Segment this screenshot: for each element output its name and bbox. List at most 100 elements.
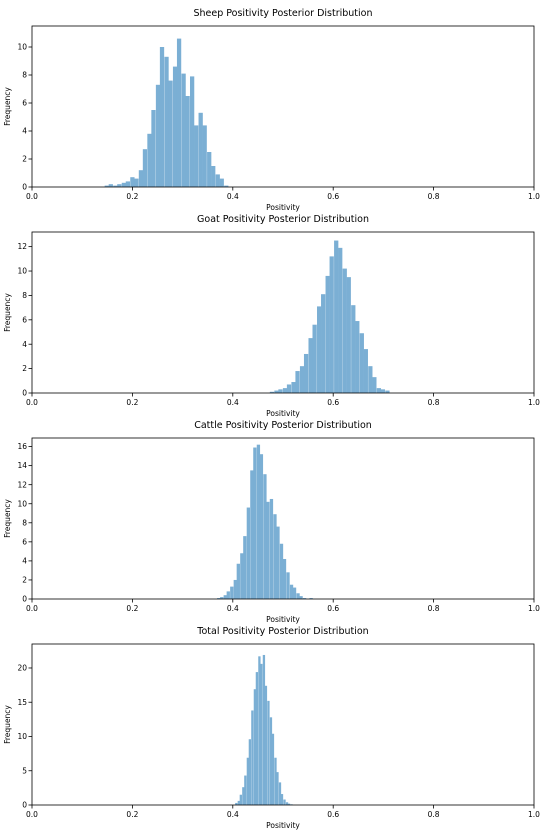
histogram-bar — [329, 256, 334, 393]
histogram-bar — [263, 474, 267, 599]
histogram-bar — [283, 799, 286, 805]
histogram-bar — [264, 685, 268, 805]
plot-frame — [31, 643, 535, 806]
x-tick-label: 0.4 — [227, 398, 239, 407]
x-tick-label: 0.6 — [327, 604, 339, 613]
y-tick-label: 15 — [17, 698, 27, 707]
y-axis-label: Frequency — [3, 293, 12, 332]
histogram-bar — [276, 526, 280, 599]
histogram-bar — [279, 543, 284, 599]
histogram-bar — [372, 377, 377, 393]
y-axis-label: Frequency — [3, 705, 12, 744]
histogram-bar — [282, 388, 288, 393]
y-axis-label: Frequency — [3, 87, 12, 126]
y-tick-label: 10 — [17, 732, 27, 741]
histogram-bar — [269, 391, 275, 393]
histogram-bar — [285, 802, 289, 805]
histogram-bar — [282, 558, 287, 599]
histogram-bar — [164, 56, 169, 187]
histogram-bar — [276, 772, 279, 805]
chart-title: Goat Positivity Posterior Distribution — [197, 214, 369, 225]
histogram-bar — [273, 514, 277, 599]
histogram-bar — [223, 595, 227, 599]
histogram-bar — [176, 38, 182, 187]
histogram-bar — [134, 178, 139, 187]
histogram-bar — [248, 739, 252, 805]
y-tick-label: 10 — [17, 267, 27, 276]
histogram-bar — [269, 498, 274, 599]
histogram-bar — [278, 782, 282, 805]
histogram-bar — [317, 306, 322, 393]
histogram-bar — [251, 710, 254, 805]
histogram-bar — [253, 689, 257, 805]
y-tick-label: 0 — [22, 595, 27, 604]
histogram-bar — [233, 579, 237, 599]
y-tick-label: 4 — [22, 127, 27, 136]
histogram-bar — [295, 371, 300, 393]
y-tick-label: 6 — [22, 99, 27, 108]
histogram-bar — [291, 382, 296, 393]
histogram-bar — [299, 366, 305, 393]
histogram-bar — [274, 757, 277, 805]
histogram-bar — [256, 444, 261, 599]
y-tick-label: 10 — [17, 499, 27, 508]
histogram-bar — [243, 536, 247, 599]
x-tick-label: 1.0 — [528, 398, 540, 407]
x-tick-label: 0.0 — [26, 192, 38, 201]
histogram-bar — [325, 275, 330, 393]
x-tick-label: 0.2 — [126, 398, 138, 407]
histogram-bar — [104, 185, 109, 187]
histogram-bar — [287, 803, 291, 805]
histogram-bar — [309, 598, 313, 599]
chart-title: Cattle Positivity Posterior Distribution — [194, 420, 372, 431]
histogram-bar — [299, 596, 303, 599]
x-tick-label: 0.6 — [327, 810, 339, 819]
histogram-bar — [246, 757, 250, 805]
x-tick-label: 0.2 — [126, 192, 138, 201]
histogram-bar — [267, 700, 270, 805]
histogram-bar — [266, 501, 270, 599]
y-tick-label: 5 — [22, 766, 27, 775]
histogram-bar — [237, 800, 240, 805]
histogram-bar — [342, 268, 347, 393]
histogram-bar — [235, 802, 238, 805]
chart-title: Total Positivity Posterior Distribution — [196, 626, 368, 637]
y-tick-label: 2 — [22, 576, 27, 585]
histogram-bar — [138, 170, 144, 187]
histogram-bar — [289, 584, 294, 599]
histogram-bar — [260, 663, 263, 805]
x-axis-label: Positivity — [266, 203, 300, 212]
histogram-bar — [207, 152, 212, 187]
histogram-bar — [355, 321, 360, 393]
x-tick-label: 0.2 — [126, 810, 138, 819]
x-tick-label: 0.0 — [26, 604, 38, 613]
y-tick-label: 0 — [22, 183, 27, 192]
histogram-bar — [376, 388, 382, 393]
histogram-bar — [236, 563, 240, 599]
histogram-bar — [226, 591, 230, 599]
histogram-bar — [181, 73, 186, 187]
plot-frame — [31, 25, 535, 188]
histogram-bar — [271, 733, 275, 805]
x-axis-label: Positivity — [266, 821, 300, 830]
y-tick-label: 4 — [22, 340, 27, 349]
y-tick-label: 16 — [17, 442, 27, 451]
x-tick-label: 0.4 — [227, 810, 239, 819]
histogram-bar — [185, 96, 190, 187]
histogram-bar — [219, 178, 224, 187]
y-tick-label: 6 — [22, 537, 27, 546]
x-tick-label: 0.8 — [428, 192, 440, 201]
x-tick-label: 0.0 — [26, 398, 38, 407]
histogram-bar — [151, 110, 156, 187]
histogram-bar — [121, 182, 126, 187]
x-tick-label: 1.0 — [528, 810, 540, 819]
histogram-bar — [286, 384, 292, 393]
x-tick-label: 0.6 — [327, 398, 339, 407]
y-tick-label: 10 — [17, 43, 27, 52]
histogram-bar — [280, 794, 284, 805]
y-tick-label: 12 — [17, 480, 27, 489]
histogram-bar — [278, 389, 283, 393]
y-tick-label: 8 — [22, 518, 27, 527]
histogram-bar — [211, 166, 216, 187]
histogram-bar — [117, 184, 122, 187]
